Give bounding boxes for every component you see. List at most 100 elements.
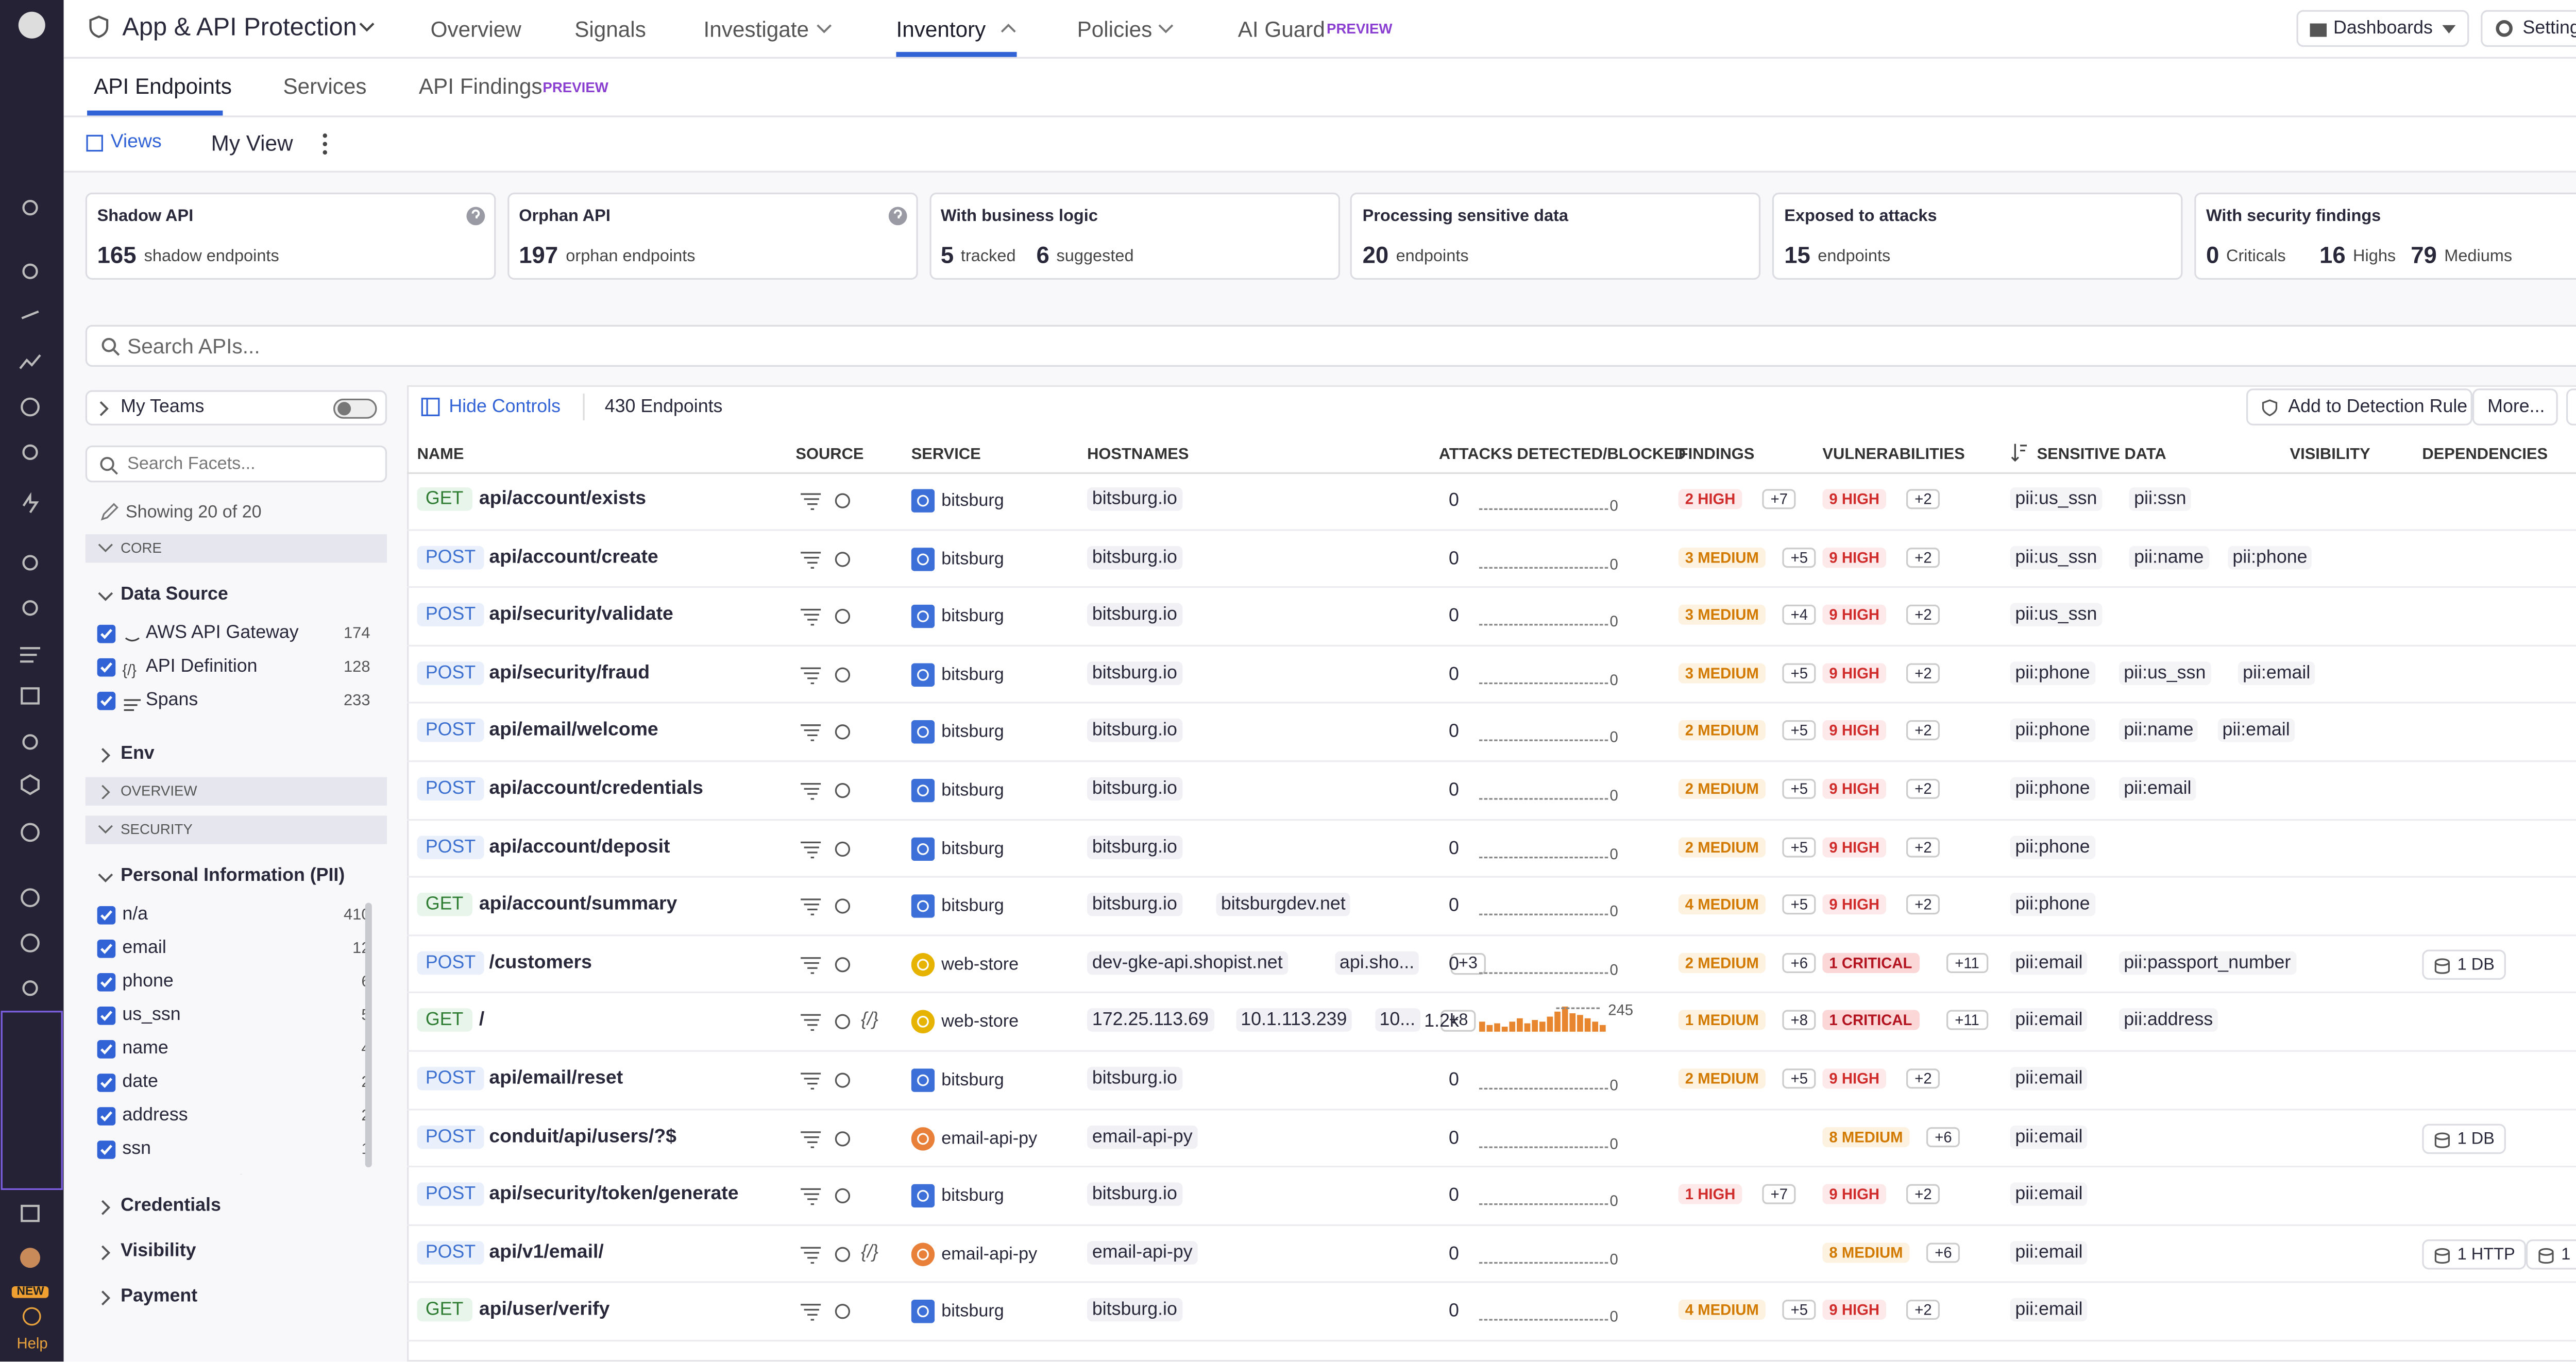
summary-card[interactable]: Shadow API 165 shadow endpoints [85, 192, 496, 280]
facet-title[interactable]: Personal Information (PII) [121, 865, 345, 886]
table-row[interactable] [407, 762, 2576, 820]
endpoint-name[interactable]: api/email/welcome [489, 721, 658, 741]
facet-option[interactable]: email 12 [86, 933, 379, 966]
add-rule-button[interactable]: Add to Detection Rule [2246, 388, 2472, 425]
table-row[interactable] [407, 1110, 2576, 1168]
summary-card[interactable]: Orphan API 197 orphan endpoints [507, 192, 918, 280]
facet-option[interactable]: ssn1 [86, 1134, 379, 1167]
attacks-count: 0 [1448, 1128, 1459, 1149]
facet-option-count: 128 [343, 658, 370, 677]
summary-card[interactable]: With business logic 5 tracked 6 suggested [929, 192, 1340, 280]
subtab[interactable]: API Endpoints [94, 74, 232, 99]
table-row[interactable] [407, 1168, 2576, 1226]
column-header[interactable]: HOSTNAMES [1087, 445, 1189, 464]
facet-section[interactable]: SECURITY [85, 815, 387, 844]
settings-button[interactable] [2566, 388, 2576, 425]
facet-option[interactable]: API Definition 128 [86, 652, 379, 685]
column-header[interactable]: SOURCE [795, 445, 864, 464]
sparkline-label: 0 [1609, 1193, 1618, 1210]
table-row[interactable] [407, 530, 2576, 588]
table-row[interactable] [407, 994, 2576, 1052]
summary-card[interactable]: With security findings 0 Criticals 16 Highs 7… [2194, 192, 2576, 280]
summary-card[interactable]: Processing sensitive data 20 endpoints [1350, 192, 1761, 280]
endpoint-name[interactable]: conduit/api/users/?$ [489, 1126, 676, 1147]
facet-option[interactable]: address2 [86, 1100, 379, 1134]
nav-item[interactable]: Policies [1077, 16, 1153, 42]
search-bar[interactable]: Search APIs... [85, 325, 2576, 367]
nav-item[interactable]: AI Guard [1238, 16, 1325, 42]
nav-item[interactable]: Inventory [896, 16, 986, 42]
facet-title[interactable]: Credentials [121, 1196, 221, 1216]
chevron [98, 825, 113, 834]
view-name[interactable]: My View [211, 130, 293, 156]
table-row[interactable] [407, 1225, 2576, 1284]
facet-option[interactable]: name4 [86, 1033, 379, 1067]
table-panel [407, 385, 2576, 1362]
facet-option[interactable]: us_ssn5 [86, 1000, 379, 1033]
column-header[interactable]: FINDINGS [1678, 445, 1755, 464]
endpoint-name[interactable]: api/email/reset [489, 1068, 623, 1089]
column-header[interactable]: NAME [417, 445, 464, 464]
hide-controls[interactable]: Hide Controls [449, 397, 561, 417]
shield-icon [2262, 399, 2278, 417]
table-row[interactable] [407, 472, 2576, 531]
endpoint-name[interactable]: api/security/fraud [489, 662, 650, 683]
column-header[interactable]: SENSITIVE DATA [2037, 445, 2166, 464]
endpoint-name[interactable]: api/security/token/generate [489, 1184, 739, 1205]
endpoint-name[interactable]: api/account/summary [479, 894, 677, 915]
table-row[interactable] [407, 588, 2576, 646]
column-header[interactable]: ATTACKS DETECTED/BLOCKED [1438, 445, 1686, 464]
endpoint-name[interactable]: /customers [489, 952, 592, 973]
endpoint-name[interactable]: api/account/create [489, 547, 658, 567]
facet-option[interactable]: AWS API Gateway 174 [86, 618, 379, 652]
hostname: api.sho... [1334, 951, 1419, 975]
subtab[interactable]: API Findings [418, 74, 543, 99]
facet-option[interactable]: phone6 [86, 966, 379, 1000]
table-row[interactable] [407, 704, 2576, 762]
endpoint-name[interactable]: api/account/deposit [489, 837, 670, 857]
table-row[interactable] [407, 878, 2576, 936]
table-row[interactable] [407, 1284, 2576, 1342]
column-header[interactable]: VULNERABILITIES [1822, 445, 1965, 464]
endpoint-name[interactable]: api/account/exists [479, 489, 647, 509]
endpoint-name[interactable]: api/account/credentials [489, 778, 703, 799]
table-row[interactable] [407, 1052, 2576, 1110]
help-link[interactable]: Help [16, 1335, 48, 1352]
facet-section[interactable]: OVERVIEW [85, 777, 387, 806]
subtab[interactable]: Services [283, 74, 367, 99]
table-row[interactable] [407, 646, 2576, 704]
facet-search[interactable]: Search Facets... [85, 445, 387, 483]
facet-option[interactable]: date2 [86, 1067, 379, 1100]
facet-title[interactable]: Env [121, 743, 155, 764]
endpoint-name[interactable]: / [479, 1010, 485, 1031]
endpoint-name[interactable]: api/v1/email/ [489, 1242, 604, 1263]
summary-card[interactable]: Exposed to attacks 15 endpoints [1772, 192, 2183, 280]
attacks-count: 0 [1448, 722, 1459, 743]
facet-section[interactable]: CORE [85, 534, 387, 563]
nav-item[interactable]: Investigate [703, 16, 809, 42]
column-header[interactable]: SERVICE [911, 445, 981, 464]
facet-title[interactable]: Payment [121, 1286, 198, 1307]
more-button[interactable]: More... [2472, 388, 2558, 425]
column-header[interactable]: VISIBILITY [2290, 445, 2370, 464]
column-header[interactable]: DEPENDENCIES [2422, 445, 2548, 464]
views-link[interactable]: Views [110, 132, 162, 152]
table-row[interactable] [407, 936, 2576, 994]
my-teams[interactable]: My Teams [85, 390, 387, 425]
nav-item[interactable]: Overview [430, 16, 521, 42]
severity-badge: 9 HIGH [1822, 547, 1887, 567]
facet-title[interactable]: Visibility [121, 1241, 196, 1262]
endpoint-name[interactable]: api/user/verify [479, 1300, 610, 1321]
header-button[interactable]: Dashboards [2296, 10, 2469, 47]
facet-option[interactable]: Spans 233 [86, 685, 379, 719]
facet-option[interactable]: n/a 410 [86, 899, 379, 933]
table-row[interactable] [407, 820, 2576, 878]
product-name[interactable]: App & API Protection [122, 13, 357, 42]
facet-list: n/a410email12phone6us_ssn5name4date2addr… [86, 899, 387, 1174]
header-button[interactable]: Settings [2481, 10, 2576, 47]
nav-item[interactable]: Signals [574, 16, 646, 42]
facet-title[interactable]: Data Source [121, 584, 228, 605]
endpoint-name[interactable]: api/security/validate [489, 605, 673, 625]
severity-more: +2 [1906, 1184, 1940, 1205]
